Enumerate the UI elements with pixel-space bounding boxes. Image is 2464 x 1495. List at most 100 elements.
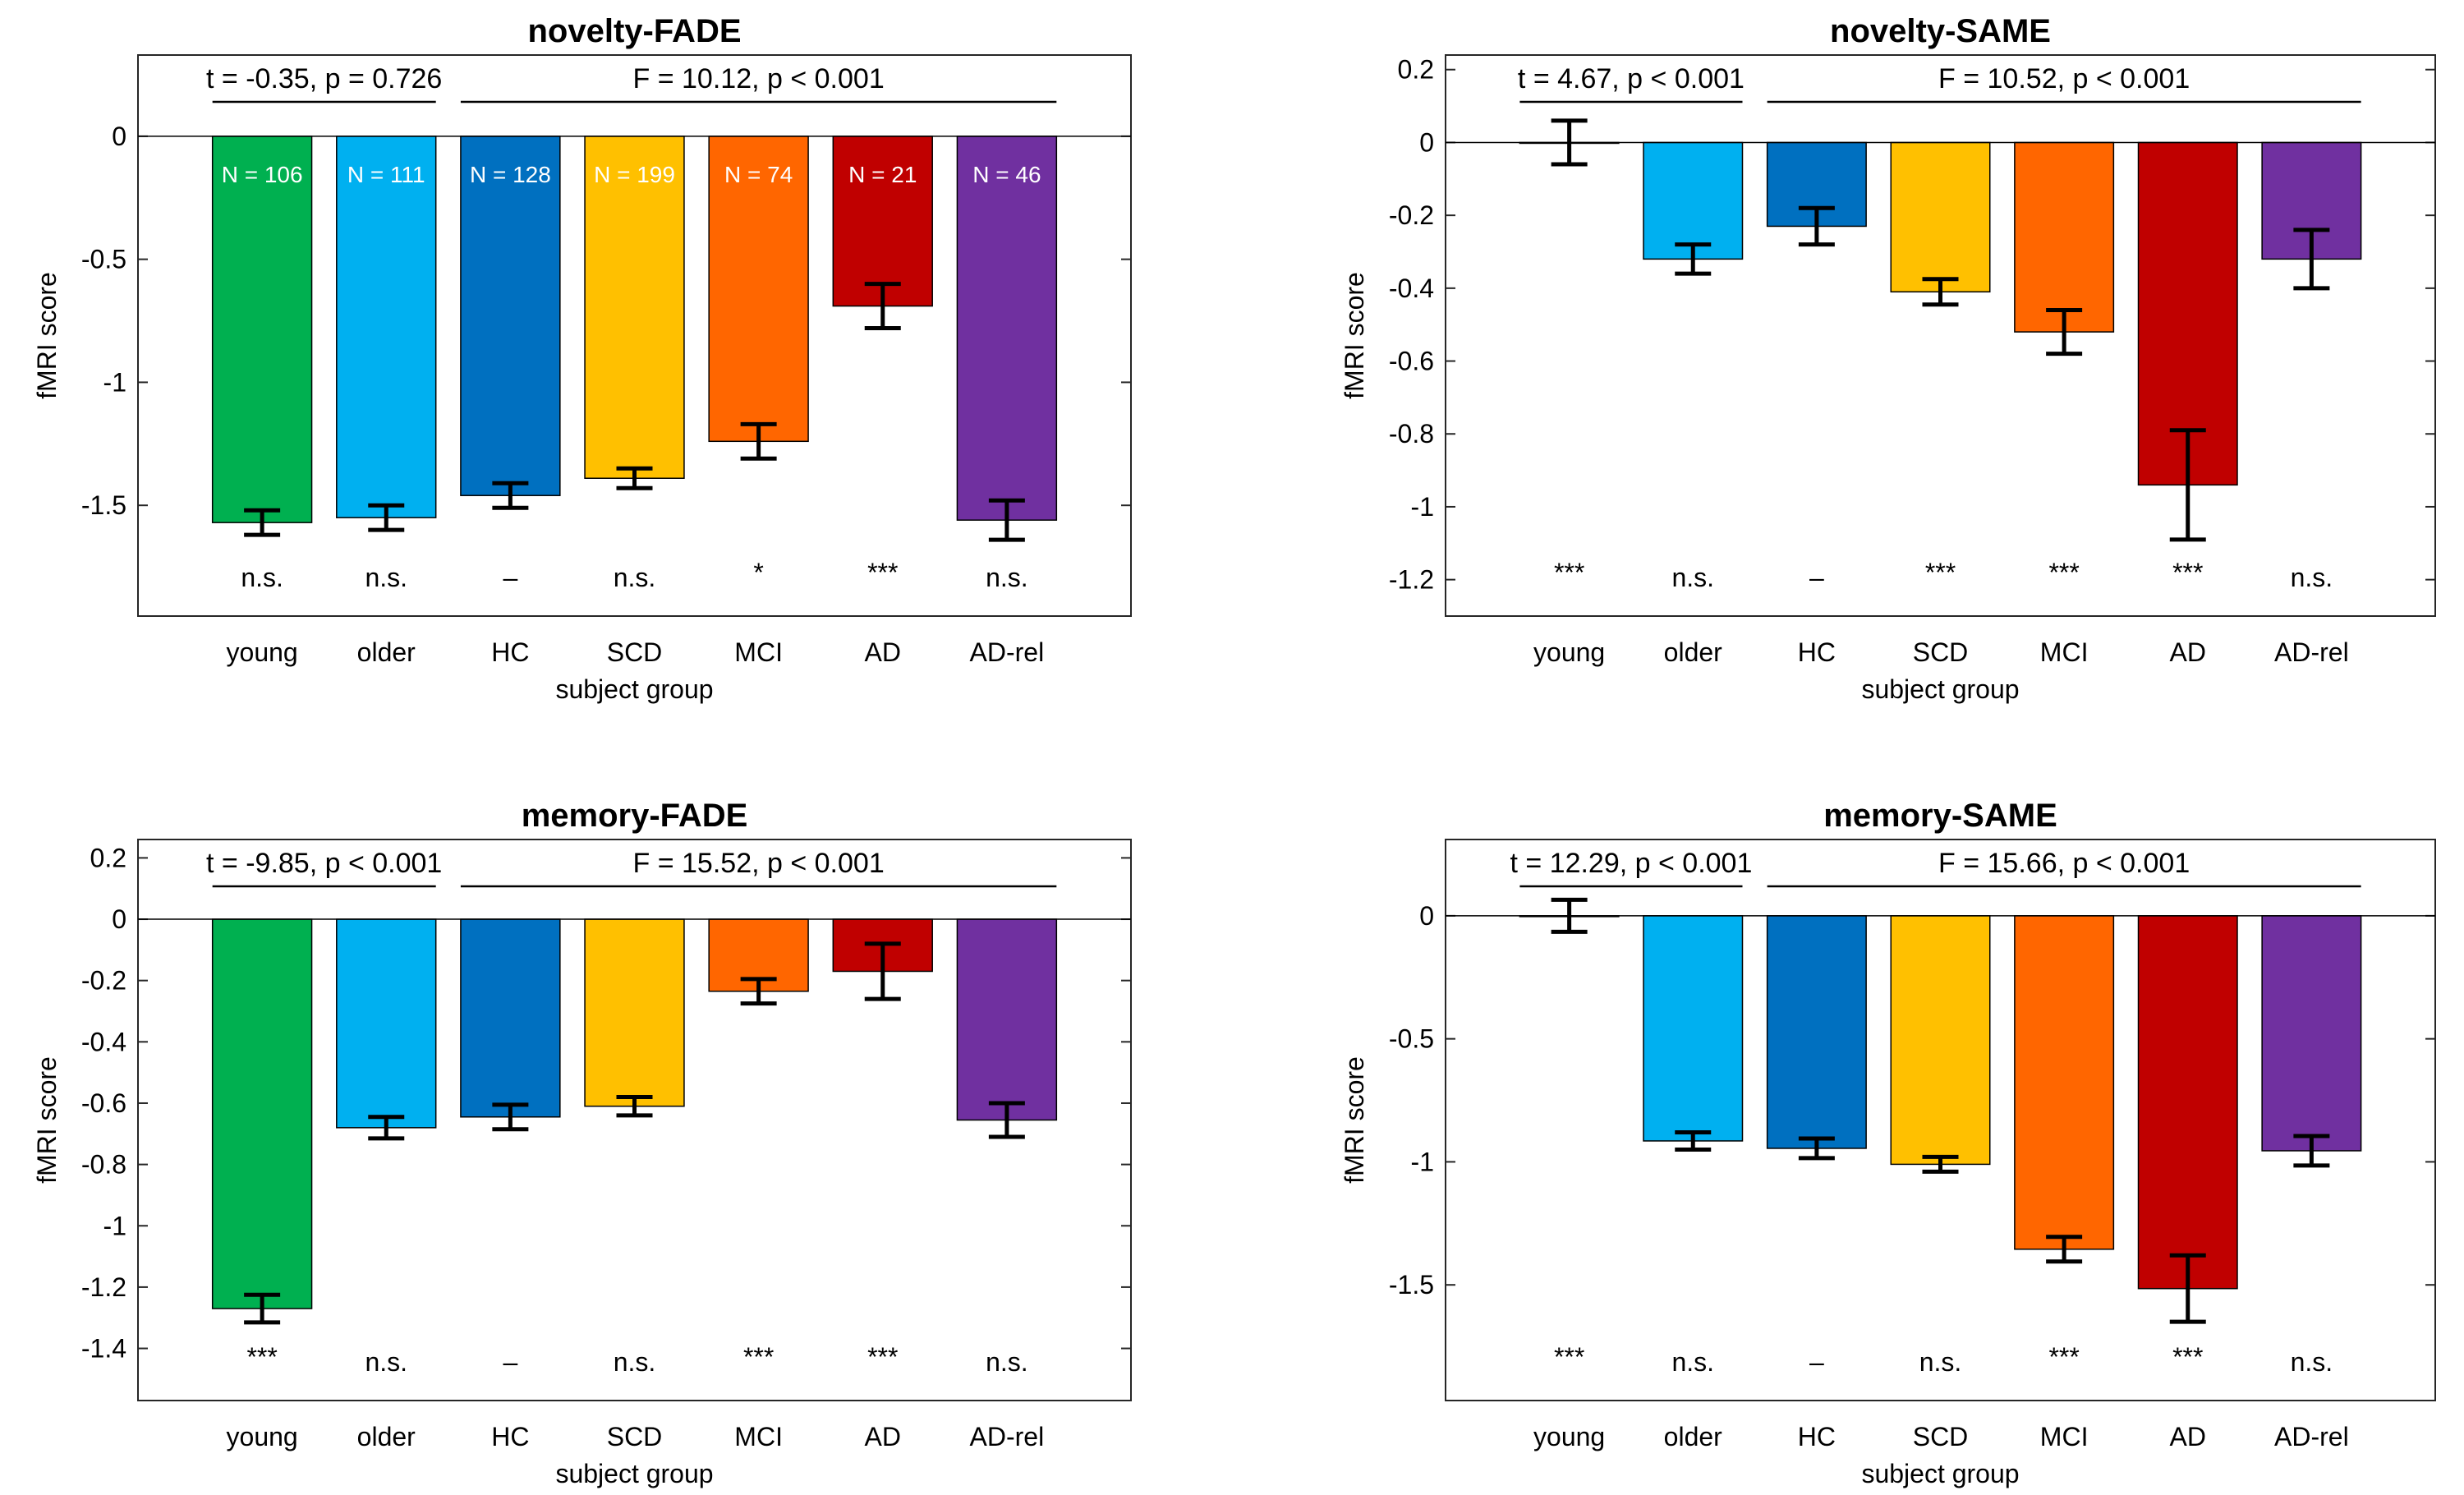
y-tick-label: -1 xyxy=(1411,492,1434,522)
panel-memory-same: memory-SAME 0 -0.5 -1 -1.5 fMRI score *** n.s. –… xyxy=(1340,798,2436,1488)
bar-young xyxy=(211,918,313,1309)
significance-marker: n.s. xyxy=(1671,1347,1714,1377)
bar-ad-rel xyxy=(956,136,1058,521)
bar-young xyxy=(211,136,313,523)
axes-box xyxy=(1445,839,2436,1401)
significance-marker: *** xyxy=(246,1342,277,1372)
bar-scd xyxy=(1890,915,1991,1166)
y-tick-label: -1 xyxy=(103,1211,126,1240)
axes-box xyxy=(137,839,1132,1401)
y-tick-label: -0.4 xyxy=(1389,274,1434,303)
bar-scd xyxy=(1890,141,1991,293)
x-tick-label: AD xyxy=(865,1422,901,1451)
bar-ad-rel xyxy=(956,918,1058,1121)
y-tick-label: -0.6 xyxy=(1389,347,1434,376)
panel-memory-fade: memory-FADE 0.2 0 -0.2 -0.4 -0.6 -0.8 -1 -1.2 -1.… xyxy=(32,798,1132,1488)
sample-size-label: N = 199 xyxy=(594,162,675,187)
significance-marker: n.s. xyxy=(1671,563,1714,592)
x-tick-label: SCD xyxy=(1913,1422,1969,1451)
y-axis-label: fMRI score xyxy=(1340,272,1369,399)
f-test-label: F = 15.66, p < 0.001 xyxy=(1938,848,2190,879)
f-test-label: F = 10.12, p < 0.001 xyxy=(633,63,885,94)
x-tick-label: HC xyxy=(1798,637,1836,667)
sample-size-label: N = 74 xyxy=(724,162,793,187)
x-tick-label: older xyxy=(1664,1422,1723,1451)
significance-marker: – xyxy=(503,1347,517,1377)
significance-marker: n.s. xyxy=(365,1347,407,1377)
y-tick-label: 0 xyxy=(1419,127,1434,157)
x-tick-label: MCI xyxy=(2040,1422,2089,1451)
y-tick-label: -0.8 xyxy=(81,1150,126,1180)
y-tick-label: -1 xyxy=(103,367,126,397)
x-tick-label: young xyxy=(227,1422,298,1451)
panel-novelty-same: novelty-SAME 0.2 0 -0.2 -0.4 -0.6 -0.8 -1 -1.2 fM… xyxy=(1340,13,2436,704)
x-tick-label: AD xyxy=(865,637,901,667)
x-tick-label: AD-rel xyxy=(970,637,1045,667)
bar-hc xyxy=(460,136,561,496)
significance-marker: – xyxy=(503,563,517,592)
significance-marker: – xyxy=(1809,1347,1824,1377)
significance-marker: n.s. xyxy=(986,1347,1028,1377)
t-test-label: t = 12.29, p < 0.001 xyxy=(1510,848,1752,879)
y-axis-label: fMRI score xyxy=(32,1056,62,1184)
y-tick-label: 0.2 xyxy=(1398,55,1434,85)
bar-ad xyxy=(2137,915,2238,1290)
x-tick-label: MCI xyxy=(734,1422,783,1451)
significance-marker: n.s. xyxy=(614,563,656,592)
chart-title: memory-SAME xyxy=(1823,798,2057,834)
significance-marker: *** xyxy=(2048,558,2079,587)
significance-marker: *** xyxy=(1554,1342,1584,1372)
x-axis-label: subject group xyxy=(1861,674,2019,704)
x-tick-label: older xyxy=(357,1422,416,1451)
panel-novelty-fade: novelty-FADE 0 -0.5 -1 -1.5 fMRI score N = 106… xyxy=(32,13,1132,704)
x-tick-label: HC xyxy=(491,1422,529,1451)
chart-title: memory-FADE xyxy=(522,798,748,834)
axes-box xyxy=(137,54,1132,617)
bar-older xyxy=(1643,915,1744,1142)
x-axis-label: subject group xyxy=(1861,1459,2019,1488)
significance-marker: *** xyxy=(2172,1342,2203,1372)
bar-hc xyxy=(1766,915,1867,1149)
significance-marker: n.s. xyxy=(2291,563,2333,592)
y-axis-label: fMRI score xyxy=(1340,1056,1369,1184)
bar-older xyxy=(1643,141,1744,260)
f-test-label: F = 10.52, p < 0.001 xyxy=(1938,63,2190,94)
significance-marker: n.s. xyxy=(241,563,283,592)
chart-title: novelty-FADE xyxy=(527,13,741,49)
x-tick-label: young xyxy=(1533,637,1605,667)
y-tick-label: -0.4 xyxy=(81,1027,126,1056)
bar-mci xyxy=(2014,141,2115,333)
significance-marker: n.s. xyxy=(986,563,1028,592)
x-axis-label: subject group xyxy=(555,674,713,704)
bar-mci xyxy=(2014,915,2115,1250)
x-tick-label: older xyxy=(357,637,416,667)
significance-marker: *** xyxy=(1554,558,1584,587)
chart-title: novelty-SAME xyxy=(1830,13,2051,49)
x-tick-label: AD xyxy=(2170,1422,2206,1451)
bar-older xyxy=(336,136,437,518)
bar-older xyxy=(336,918,437,1129)
x-tick-label: HC xyxy=(1798,1422,1836,1451)
x-tick-label: AD-rel xyxy=(970,1422,1045,1451)
sample-size-label: N = 21 xyxy=(848,162,917,187)
x-tick-label: young xyxy=(1533,1422,1605,1451)
y-tick-label: -0.5 xyxy=(81,245,126,274)
significance-marker: *** xyxy=(2048,1342,2079,1372)
t-test-label: t = -9.85, p < 0.001 xyxy=(206,848,442,879)
bar-mci xyxy=(708,918,809,992)
y-tick-label: -0.5 xyxy=(1389,1024,1434,1054)
significance-marker: *** xyxy=(2172,558,2203,587)
y-tick-label: -0.8 xyxy=(1389,419,1434,448)
bar-scd xyxy=(584,918,685,1107)
sample-size-label: N = 46 xyxy=(972,162,1041,187)
x-tick-label: AD xyxy=(2170,637,2206,667)
y-tick-label: -0.2 xyxy=(81,966,126,996)
y-tick-label: -1.2 xyxy=(81,1272,126,1302)
x-tick-label: young xyxy=(227,637,298,667)
y-tick-label: -0.6 xyxy=(81,1088,126,1118)
x-tick-label: AD-rel xyxy=(2274,637,2349,667)
x-tick-label: MCI xyxy=(734,637,783,667)
significance-marker: *** xyxy=(743,1342,774,1372)
bar-scd xyxy=(584,136,685,479)
